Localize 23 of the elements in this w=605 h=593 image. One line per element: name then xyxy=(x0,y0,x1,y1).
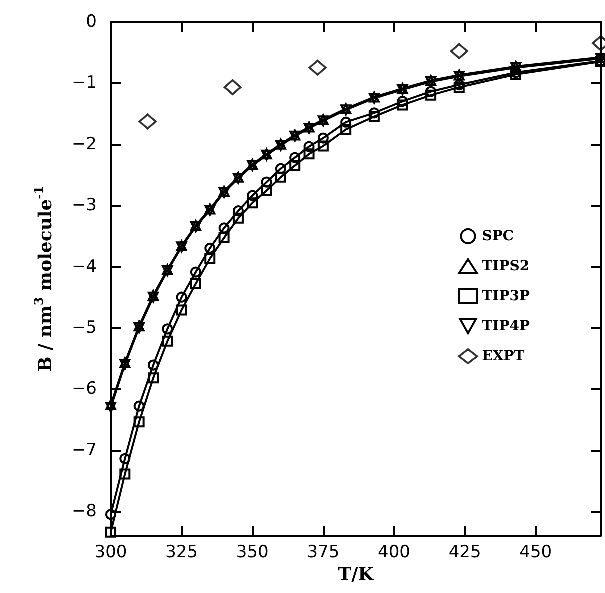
legend-label: SPC xyxy=(482,228,514,244)
x-tick-label: 300 xyxy=(94,542,128,562)
x-tick-label: 400 xyxy=(378,542,410,562)
y-tick-label: −7 xyxy=(72,440,97,460)
x-axis-title: T/K xyxy=(338,564,376,586)
y-tick-label: 0 xyxy=(86,12,97,32)
legend-label: TIP3P xyxy=(482,288,530,304)
y-tick-label: −8 xyxy=(72,502,97,522)
legend-label: TIP4P xyxy=(482,318,530,334)
y-tick-label: −2 xyxy=(72,134,97,154)
x-tick-label: 325 xyxy=(166,542,198,562)
x-tick-label: 375 xyxy=(307,542,340,562)
y-tick-label: −1 xyxy=(72,73,97,94)
legend-label: TIPS2 xyxy=(482,258,530,274)
x-tick-label: 425 xyxy=(448,542,482,562)
legend-label: EXPT xyxy=(482,348,526,364)
y-tick-label: −5 xyxy=(72,318,97,338)
y-tick-label: −6 xyxy=(72,379,97,400)
y-tick-label: −4 xyxy=(72,256,97,277)
y-axis-title: B / nm3 molecule-1 xyxy=(32,186,56,372)
y-tick-label: −3 xyxy=(72,196,97,216)
x-tick-label: 350 xyxy=(236,542,269,562)
x-tick-label: 450 xyxy=(520,542,552,562)
